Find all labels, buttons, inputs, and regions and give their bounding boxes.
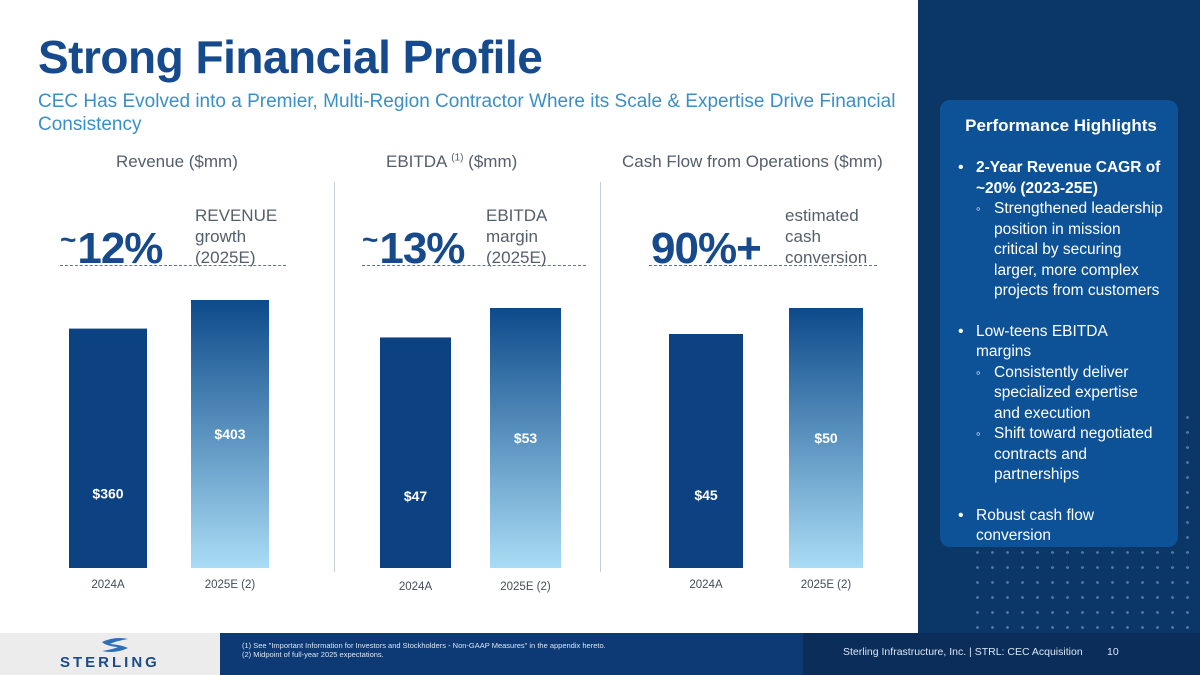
column-divider [334,182,335,572]
footnote-line: (2) Midpoint of full-year 2025 expectati… [242,650,384,659]
revenue-bar-2025E [191,300,269,568]
revenue-stat-label: REVENUE growth (2025E) [195,205,277,268]
ebitda-category-label: 2024A [399,581,433,593]
performance-highlights-card: Performance Highlights 2-Year Revenue CA… [940,100,1178,547]
ebitda-category-label: 2025E (2) [500,581,551,593]
sterling-logo-text: STERLING [60,654,160,671]
revenue-growth-stat: ~12% [60,224,163,274]
ebitda-margin-stat: ~13% [362,224,465,274]
stat-label-line: (2025E) [486,248,547,267]
revenue-stat-tilde: ~ [60,224,76,255]
highlight-item: 2-Year Revenue CAGR of ~20% (2023-25E) S… [958,158,1164,302]
revenue-chart-title: Revenue ($mm) [116,152,238,171]
ebitda-stat-label: EBITDA margin (2025E) [486,205,547,268]
page-subtitle: CEC Has Evolved into a Premier, Multi-Re… [38,91,896,135]
ebitda-stat-value: 13% [379,224,465,273]
revenue-bar-2024A [69,328,147,568]
stat-label-line: EBITDA [486,206,548,225]
highlights-title: Performance Highlights [965,116,1157,135]
footnotes: (1) See "Important Information for Inves… [242,641,606,659]
revenue-data-label: $403 [214,426,245,442]
cashflow-chart-title: Cash Flow from Operations ($mm) [622,152,883,171]
highlight-text: Low-teens EBITDA margins [976,322,1107,361]
ebitda-bar-2024A [380,337,451,568]
bar-charts: $360 2024A $403 2025E (2) $47 2024A $53 2025E (… [69,300,863,593]
cashflow-bar-2025E [789,308,863,568]
revenue-dashed-line [60,265,286,266]
cashflow-bar-2024A [669,334,743,568]
footnote-line: (1) See "Important Information for Inves… [242,641,606,650]
cash-stat-value: 90%+ [651,224,762,273]
stat-label-line: growth [195,227,247,246]
stat-label-line: estimated [785,206,859,225]
highlight-item: Low-teens EBITDA margins Consistently de… [958,322,1164,486]
cash-dashed-line [649,265,877,266]
stat-label-line: conversion [785,248,868,267]
stat-label-line: (2025E) [195,248,256,267]
highlights-list: 2-Year Revenue CAGR of ~20% (2023-25E) S… [958,158,1164,547]
cashflow-category-label: 2025E (2) [801,579,852,591]
cashflow-data-label: $50 [814,430,838,446]
highlight-sub-item: Consistently deliver specialized experti… [976,363,1164,425]
ebitda-bar-2025E [490,308,561,568]
page-number: 10 [1107,646,1119,658]
ebitda-title-main: EBITDA [386,152,447,171]
ebitda-stat-tilde: ~ [362,224,378,255]
highlight-sub-item: Shift toward negotiated contracts and pa… [976,424,1164,486]
highlight-text: 2-Year Revenue CAGR of ~20% (2023-25E) [976,159,1161,197]
stat-label-line: REVENUE [195,206,278,225]
highlight-sub-list: Consistently deliver specialized experti… [976,363,1164,486]
highlight-sub-item: Strengthened leadership position in miss… [976,199,1164,302]
ebitda-title-footnote: (1) [451,152,464,164]
cashflow-data-label: $45 [694,487,718,503]
ebitda-title-tail: ($mm) [463,152,518,171]
revenue-category-label: 2024A [91,579,125,591]
ebitda-dashed-line [362,265,586,266]
ebitda-data-label: $53 [514,430,538,446]
cashflow-category-label: 2024A [689,579,723,591]
cash-conversion-stat: 90%+ [649,224,762,274]
footer-right-box [803,633,1200,675]
cash-stat-label: estimated cash conversion [785,205,867,268]
stat-label-line: margin [486,227,538,246]
highlight-item: Robust cash flow conversion [958,506,1164,547]
footer-company: Sterling Infrastructure, Inc. | STRL: CE… [843,646,1083,658]
column-divider [600,182,601,572]
page-title: Strong Financial Profile [38,31,543,83]
revenue-data-label: $360 [92,486,123,502]
stat-label-line: cash [785,227,821,246]
highlight-sub-list: Strengthened leadership position in miss… [976,199,1164,302]
highlight-text: Robust cash flow conversion [976,506,1095,545]
ebitda-chart-title: EBITDA (1) ($mm) [386,152,517,172]
revenue-stat-value: 12% [77,224,163,273]
revenue-category-label: 2025E (2) [205,579,256,591]
ebitda-data-label: $47 [404,488,428,504]
sterling-logo-icon [102,638,128,652]
